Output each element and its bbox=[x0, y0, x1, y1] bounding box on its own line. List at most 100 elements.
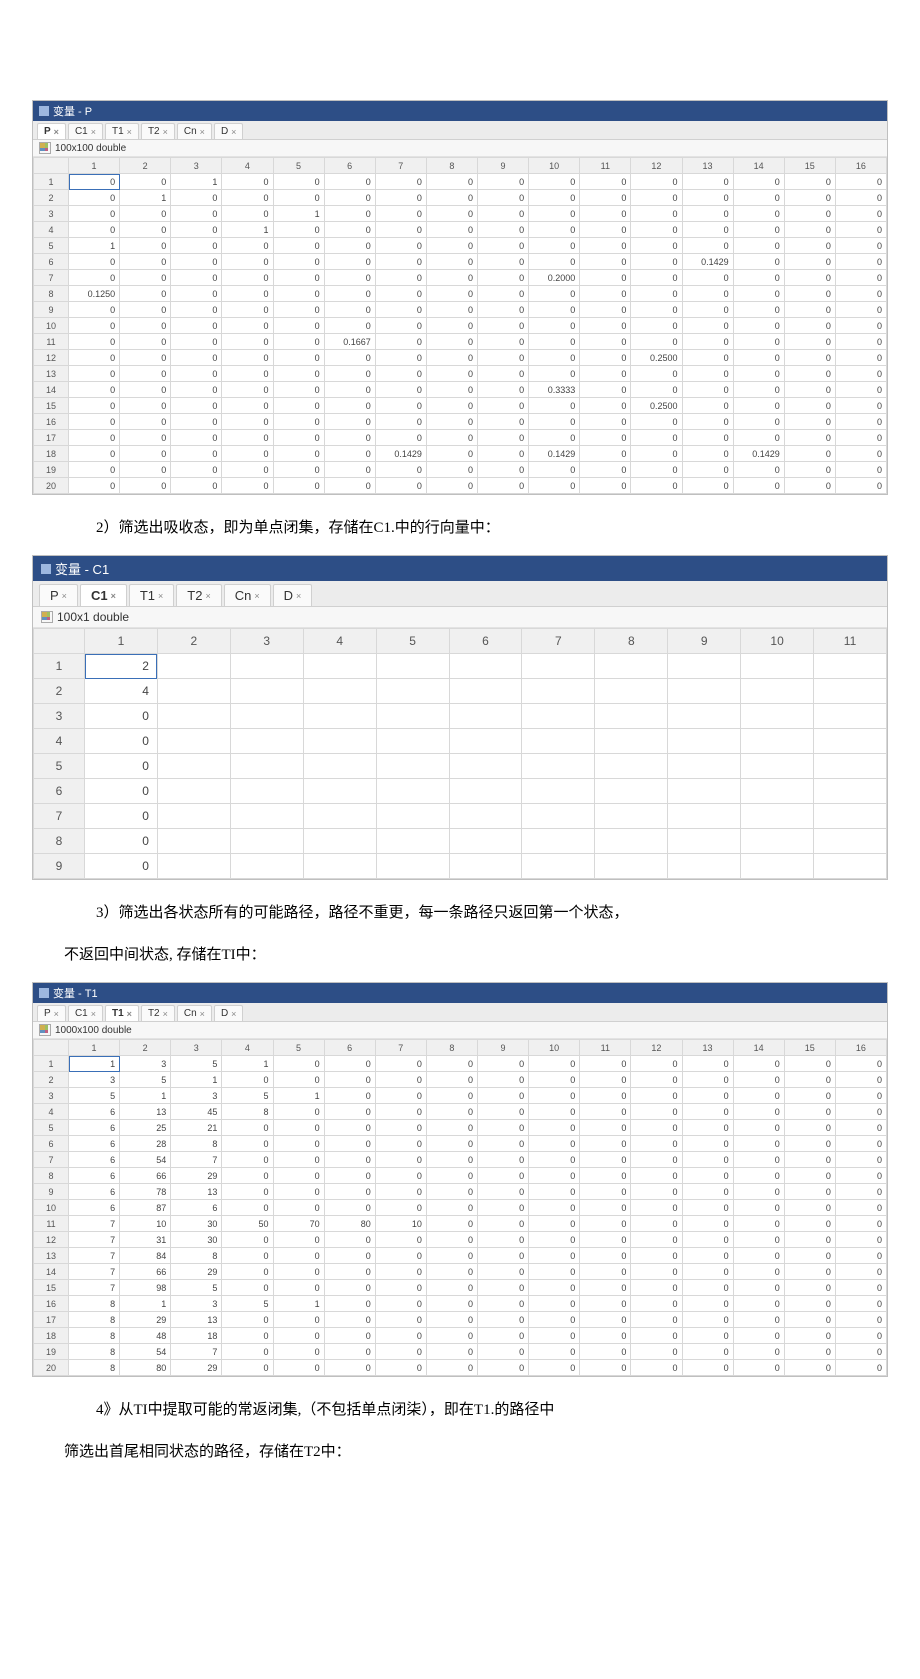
cell[interactable]: 0 bbox=[478, 414, 529, 430]
col-header[interactable]: 3 bbox=[171, 158, 222, 174]
col-header[interactable]: 2 bbox=[120, 1040, 171, 1056]
cell[interactable]: 0 bbox=[529, 1056, 580, 1072]
cell[interactable] bbox=[303, 779, 376, 804]
cell[interactable]: 0 bbox=[171, 302, 222, 318]
row-header[interactable]: 3 bbox=[34, 704, 85, 729]
cell[interactable]: 0 bbox=[120, 302, 171, 318]
cell[interactable]: 0 bbox=[478, 190, 529, 206]
cell[interactable]: 0 bbox=[733, 382, 784, 398]
cell[interactable]: 0 bbox=[478, 1184, 529, 1200]
cell[interactable]: 0 bbox=[375, 334, 426, 350]
row-header[interactable]: 13 bbox=[34, 366, 69, 382]
cell[interactable]: 80 bbox=[120, 1360, 171, 1376]
cell[interactable]: 0 bbox=[375, 254, 426, 270]
cell[interactable]: 0 bbox=[426, 270, 477, 286]
tab-d[interactable]: D× bbox=[214, 123, 244, 139]
cell[interactable]: 0 bbox=[273, 286, 324, 302]
cell[interactable]: 0 bbox=[324, 254, 375, 270]
cell[interactable] bbox=[668, 804, 741, 829]
cell[interactable] bbox=[741, 679, 814, 704]
cell[interactable]: 0 bbox=[784, 1232, 835, 1248]
cell[interactable]: 0 bbox=[478, 222, 529, 238]
close-icon[interactable]: × bbox=[158, 591, 163, 601]
cell[interactable] bbox=[157, 679, 230, 704]
cell[interactable]: 0 bbox=[784, 174, 835, 190]
cell[interactable]: 0 bbox=[375, 1104, 426, 1120]
cell[interactable]: 0 bbox=[273, 1312, 324, 1328]
cell[interactable]: 0 bbox=[580, 222, 631, 238]
cell[interactable]: 0 bbox=[324, 1296, 375, 1312]
cell[interactable] bbox=[741, 804, 814, 829]
cell[interactable]: 0 bbox=[324, 1328, 375, 1344]
col-header[interactable]: 12 bbox=[631, 1040, 682, 1056]
row-header[interactable]: 4 bbox=[34, 222, 69, 238]
cell[interactable]: 0 bbox=[375, 270, 426, 286]
cell[interactable]: 0 bbox=[273, 1360, 324, 1376]
cell[interactable]: 0 bbox=[478, 270, 529, 286]
cell[interactable]: 6 bbox=[69, 1104, 120, 1120]
cell[interactable]: 0 bbox=[69, 206, 120, 222]
cell[interactable] bbox=[376, 704, 449, 729]
cell[interactable]: 0 bbox=[426, 1168, 477, 1184]
row-header[interactable]: 7 bbox=[34, 270, 69, 286]
cell[interactable]: 0 bbox=[631, 1264, 682, 1280]
cell[interactable]: 0 bbox=[580, 190, 631, 206]
cell[interactable]: 0 bbox=[222, 1184, 273, 1200]
cell[interactable]: 0.1667 bbox=[324, 334, 375, 350]
cell[interactable]: 0 bbox=[222, 1200, 273, 1216]
cell[interactable]: 0 bbox=[324, 1056, 375, 1072]
cell[interactable]: 0 bbox=[478, 238, 529, 254]
cell[interactable]: 0 bbox=[69, 302, 120, 318]
cell[interactable] bbox=[741, 754, 814, 779]
cell[interactable]: 0 bbox=[171, 446, 222, 462]
cell[interactable]: 0 bbox=[529, 222, 580, 238]
cell[interactable]: 0 bbox=[835, 478, 886, 494]
cell[interactable] bbox=[522, 854, 595, 879]
col-header[interactable]: 6 bbox=[449, 629, 522, 654]
cell[interactable]: 0 bbox=[529, 190, 580, 206]
cell[interactable]: 0 bbox=[426, 414, 477, 430]
cell[interactable] bbox=[522, 654, 595, 679]
col-header[interactable]: 15 bbox=[784, 158, 835, 174]
cell[interactable]: 7 bbox=[69, 1216, 120, 1232]
tab-p[interactable]: P× bbox=[39, 584, 78, 606]
cell[interactable]: 0 bbox=[733, 270, 784, 286]
cell[interactable]: 0 bbox=[631, 1088, 682, 1104]
tab-t1[interactable]: T1× bbox=[129, 584, 174, 606]
tab-c1[interactable]: C1× bbox=[68, 1005, 103, 1021]
cell[interactable]: 0 bbox=[426, 254, 477, 270]
cell[interactable]: 0 bbox=[631, 1104, 682, 1120]
cell[interactable]: 66 bbox=[120, 1168, 171, 1184]
cell[interactable]: 0 bbox=[120, 414, 171, 430]
cell[interactable]: 8 bbox=[171, 1136, 222, 1152]
cell[interactable] bbox=[157, 704, 230, 729]
cell[interactable]: 0 bbox=[631, 1120, 682, 1136]
cell[interactable]: 0 bbox=[580, 1104, 631, 1120]
row-header[interactable]: 5 bbox=[34, 754, 85, 779]
cell[interactable]: 0 bbox=[85, 754, 158, 779]
col-header[interactable]: 5 bbox=[376, 629, 449, 654]
cell[interactable]: 48 bbox=[120, 1328, 171, 1344]
cell[interactable]: 6 bbox=[171, 1200, 222, 1216]
cell[interactable]: 0 bbox=[478, 1280, 529, 1296]
cell[interactable]: 8 bbox=[69, 1328, 120, 1344]
data-grid-t1[interactable]: 1234567891011121314151611351000000000000… bbox=[33, 1039, 887, 1376]
cell[interactable]: 0 bbox=[631, 222, 682, 238]
cell[interactable]: 0 bbox=[375, 1120, 426, 1136]
cell[interactable]: 0 bbox=[529, 1312, 580, 1328]
col-header[interactable]: 9 bbox=[668, 629, 741, 654]
cell[interactable]: 0 bbox=[529, 1360, 580, 1376]
cell[interactable]: 0 bbox=[171, 286, 222, 302]
cell[interactable] bbox=[814, 729, 887, 754]
cell[interactable]: 0 bbox=[682, 1200, 733, 1216]
cell[interactable]: 0.1429 bbox=[682, 254, 733, 270]
cell[interactable]: 0 bbox=[733, 366, 784, 382]
cell[interactable]: 0 bbox=[835, 1184, 886, 1200]
cell[interactable]: 0 bbox=[222, 238, 273, 254]
cell[interactable]: 0 bbox=[784, 286, 835, 302]
cell[interactable]: 0.1429 bbox=[733, 446, 784, 462]
cell[interactable]: 0 bbox=[733, 222, 784, 238]
col-header[interactable]: 10 bbox=[529, 158, 580, 174]
cell[interactable]: 0 bbox=[784, 1328, 835, 1344]
cell[interactable]: 0 bbox=[273, 382, 324, 398]
